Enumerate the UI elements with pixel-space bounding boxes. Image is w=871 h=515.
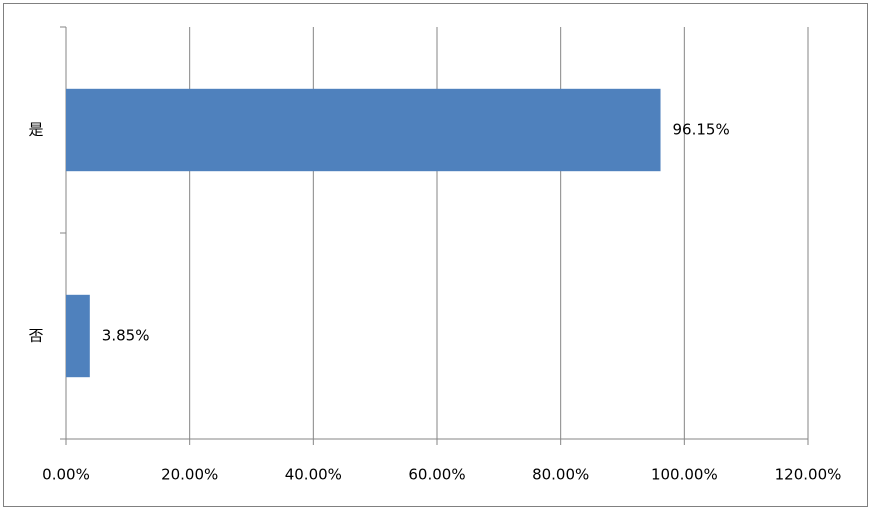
data-label: 3.85% <box>102 327 150 345</box>
data-label: 96.15% <box>673 121 730 139</box>
x-tick-label: 120.00% <box>775 466 842 484</box>
chart-frame <box>3 3 868 507</box>
x-tick-label: 40.00% <box>285 466 342 484</box>
x-tick-label: 20.00% <box>161 466 218 484</box>
x-tick-label: 80.00% <box>532 466 589 484</box>
bar <box>66 88 661 172</box>
y-tick-label: 是 <box>28 121 43 139</box>
bar <box>66 294 90 378</box>
x-tick-label: 0.00% <box>42 466 90 484</box>
x-tick-label: 100.00% <box>651 466 718 484</box>
x-tick-label: 60.00% <box>408 466 465 484</box>
y-tick-label: 否 <box>28 327 43 345</box>
